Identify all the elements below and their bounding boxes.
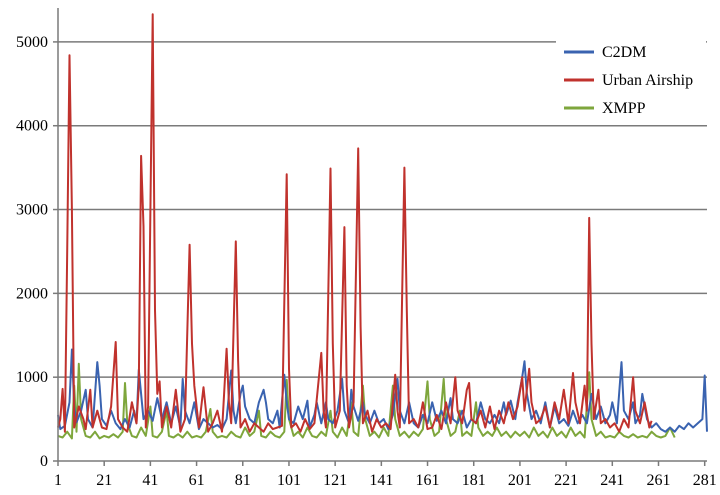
y-tick-label: 4000	[16, 118, 48, 135]
x-tick-label: 1	[54, 472, 62, 489]
legend-label-urban-airship: Urban Airship	[602, 72, 693, 89]
x-tick-label: 81	[235, 472, 251, 489]
x-tick-label: 201	[508, 472, 532, 489]
x-axis-ticks: 1 21 41 61 81 101 121 141 161 181 201 221 241 261 281	[54, 461, 717, 489]
legend-background	[556, 36, 706, 118]
legend-label-xmpp: XMPP	[602, 100, 646, 117]
x-tick-label: 21	[96, 472, 112, 489]
x-tick-label: 181	[462, 472, 486, 489]
x-tick-label: 281	[693, 472, 717, 489]
x-tick-label: 41	[142, 472, 158, 489]
x-tick-label: 61	[189, 472, 205, 489]
grid-lines	[58, 41, 707, 378]
y-tick-label: 0	[40, 453, 48, 470]
y-axis-ticks: 0 1000 2000 3000 4000 5000	[16, 34, 58, 470]
y-tick-label: 2000	[16, 285, 48, 302]
x-tick-label: 121	[323, 472, 347, 489]
x-tick-label: 241	[600, 472, 624, 489]
series-line-urban-airship	[57, 13, 653, 433]
series-line-c2dm	[57, 348, 708, 433]
x-tick-label: 101	[277, 472, 301, 489]
y-tick-label: 3000	[16, 202, 48, 219]
y-tick-label: 1000	[16, 369, 48, 386]
x-tick-label: 161	[416, 472, 440, 489]
x-tick-label: 141	[369, 472, 393, 489]
x-tick-label: 261	[646, 472, 670, 489]
series-line-xmpp	[57, 362, 676, 440]
y-tick-label: 5000	[16, 34, 48, 51]
x-tick-label: 221	[554, 472, 578, 489]
legend-label-c2dm: C2DM	[602, 44, 646, 61]
legend: C2DM Urban Airship XMPP	[556, 36, 706, 118]
series-lines	[57, 13, 708, 440]
